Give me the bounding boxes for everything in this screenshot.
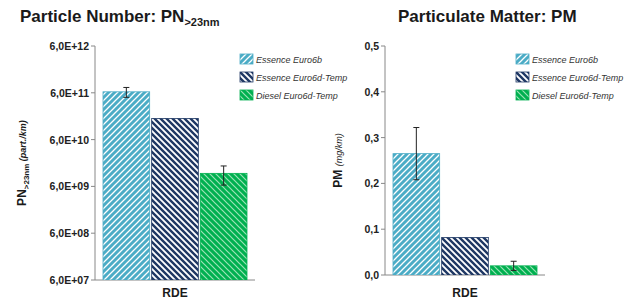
legend-label: Essence Euro6d-Temp [532,73,623,83]
legend-swatch [516,90,529,100]
legend-swatch [516,72,529,82]
y-tick [91,46,95,47]
bar [152,118,199,280]
error-bar [413,128,419,180]
y-tick [91,233,95,234]
y-tick-label: 0,1 [364,223,379,235]
legend-label: Diesel Euro6d-Temp [256,91,338,101]
y-tick [91,186,95,187]
x-tick-label: RDE [162,286,187,300]
y-tick-label: 6,0E+07 [50,274,90,286]
legend-label: Essence Euro6b [256,55,322,65]
y-tick-label: 6,0E+11 [50,87,89,99]
y-tick-label: 6,0E+12 [50,40,90,52]
y-tick [381,137,385,138]
legend: Essence Euro6b Essence Euro6d-Temp Diesel … [240,54,347,101]
bar [442,237,489,275]
chart-title: Particulate Matter: PM [398,7,577,26]
y-tick-label: 6,0E+10 [50,134,90,146]
bar [103,92,150,280]
y-axis-label: PM (mg/km) [331,133,345,187]
plot-area [393,128,537,275]
bar [200,173,247,280]
legend-label: Essence Euro6d-Temp [256,73,347,83]
legend-label: Diesel Euro6d-Temp [532,91,614,101]
y-tick-label: 0,4 [364,86,379,98]
chart: Particulate Matter: PM PM (mg/km) 0,0 0,1 0,… [331,7,623,300]
y-tick-label: 6,0E+09 [50,180,90,192]
chart-canvas: Particle Number: PN>23nm PN>23nm (part./k… [0,0,624,307]
y-tick [381,91,385,92]
y-tick [381,183,385,184]
legend-label: Essence Euro6b [532,55,598,65]
chart: Particle Number: PN>23nm PN>23nm (part./k… [15,7,347,300]
y-tick [381,46,385,47]
legend-swatch [240,72,253,82]
y-tick-label: 0,3 [364,132,379,144]
y-tick-label: 6,0E+08 [50,227,90,239]
y-tick [91,92,95,93]
y-tick-label: 0,5 [364,40,379,52]
y-tick [381,275,385,276]
y-tick [381,229,385,230]
error-bar [123,87,129,97]
error-bar [221,166,227,185]
y-tick-label: 0,2 [364,177,379,189]
y-axis-label: PN>23nm (part./km) [15,120,31,206]
legend: Essence Euro6b Essence Euro6d-Temp Diesel … [516,54,623,101]
y-tick-label: 0,0 [364,269,379,281]
plot-area [103,87,247,280]
legend-swatch [240,90,253,100]
y-axis [95,46,96,280]
legend-swatch [240,54,253,64]
x-tick-label: RDE [452,286,477,300]
page: Particle Number: PN>23nm PN>23nm (part./k… [0,0,624,307]
error-bar [511,261,517,270]
legend-swatch [516,54,529,64]
chart-title: Particle Number: PN>23nm [20,7,220,28]
y-axis [385,46,386,275]
y-tick [91,280,95,281]
y-tick [91,139,95,140]
